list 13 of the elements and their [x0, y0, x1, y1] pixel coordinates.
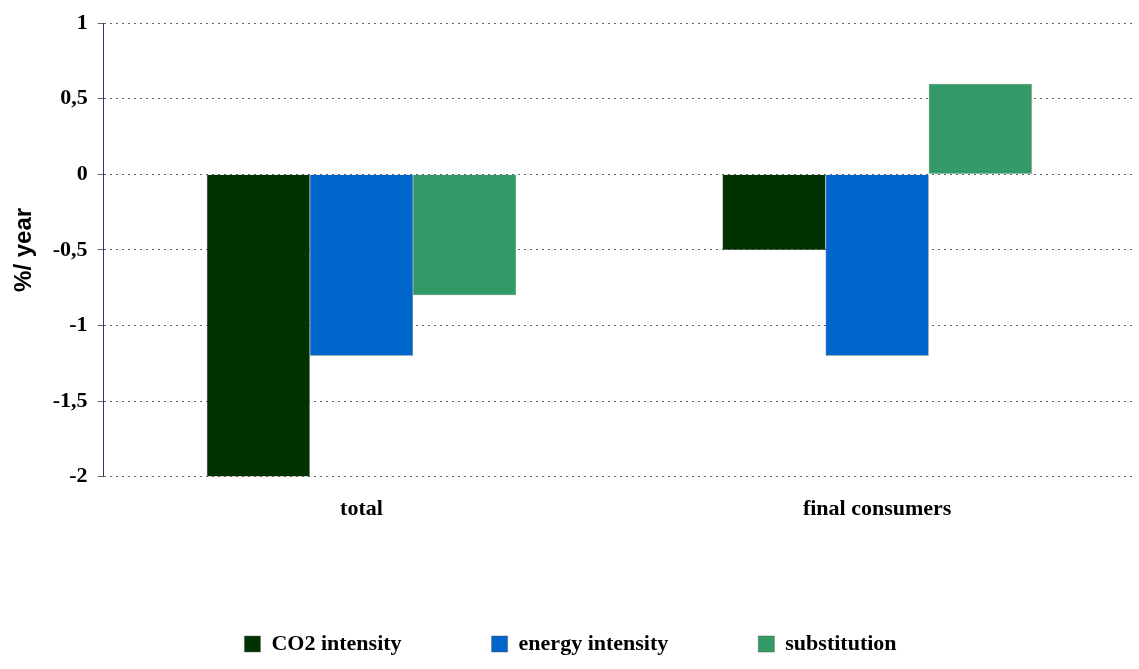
- y-axis-title: %/ year: [9, 207, 37, 292]
- x-tick-label: total: [340, 495, 383, 521]
- y-tick-label: 0: [76, 160, 88, 186]
- y-tick-label: 0,5: [60, 84, 88, 110]
- x-tick-label: final consumers: [802, 495, 952, 521]
- y-tick-label: -0,5: [52, 235, 88, 261]
- legend-label: substitution: [785, 629, 897, 655]
- legend-label: energy intensity: [518, 629, 669, 655]
- y-tick-label: -1: [69, 311, 88, 337]
- legend-label: CO2 intensity: [271, 629, 402, 655]
- y-tick-label: -1,5: [52, 386, 88, 412]
- y-tick-label: 1: [76, 8, 88, 34]
- y-tick-label: -2: [69, 462, 88, 488]
